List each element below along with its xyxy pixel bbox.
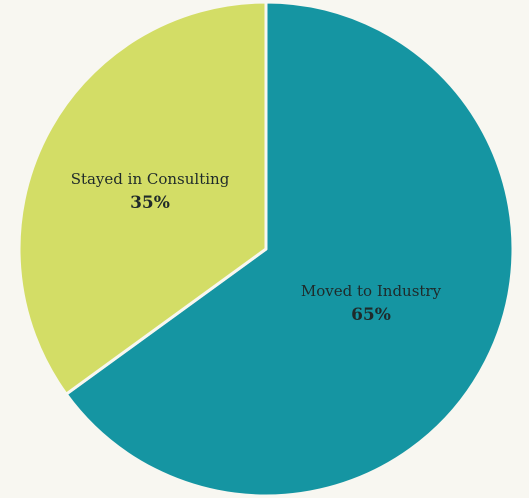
pie-slice-stayed-in-consulting [17, 0, 268, 396]
slice-label: Moved to Industry [301, 282, 442, 300]
slice-value-label: 65% [351, 305, 391, 325]
slice-label: Stayed in Consulting [71, 170, 230, 188]
slice-value-label: 35% [130, 193, 170, 213]
pie-slice-moved-to-industry [64, 0, 515, 498]
